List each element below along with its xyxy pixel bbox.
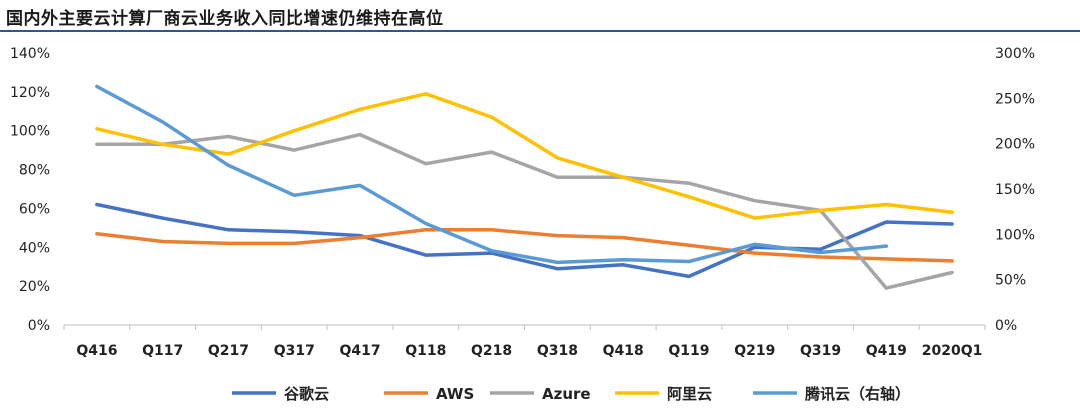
y-right-tick-label: 50%: [995, 273, 1026, 289]
series-line-2: [95, 132, 954, 290]
x-tick-label: Q417: [339, 343, 380, 359]
y-right-tick-label: 300%: [995, 46, 1035, 62]
y-left-tick-label: 20%: [19, 279, 50, 295]
y-left-tick-label: 60%: [19, 201, 50, 217]
legend-label: 阿里云: [667, 385, 712, 403]
x-tick-label: Q416: [76, 343, 117, 359]
legend-label: 腾讯云（右轴）: [804, 385, 910, 403]
legend-label: Azure: [542, 385, 591, 403]
y-right-tick-label: 250%: [995, 91, 1035, 107]
legend: 谷歌云 AWS Azure 阿里云 腾讯云（右轴）: [232, 385, 910, 403]
x-tick-label: Q419: [866, 343, 907, 359]
y-left-tick-label: 80%: [19, 163, 50, 179]
x-tick-label: Q119: [668, 343, 709, 359]
legend-label: 谷歌云: [284, 385, 329, 403]
x-tick-label: Q218: [471, 343, 512, 359]
x-tick-label: Q217: [208, 343, 249, 359]
y-right-tick-label: 150%: [995, 182, 1035, 198]
title-underline: [0, 30, 1080, 32]
y-left-tick-label: 100%: [10, 124, 50, 140]
axes: Q416 Q117 Q217 Q317 Q417 Q118 Q218 Q318 Q418 Q119…: [10, 46, 1035, 359]
series-line-3: [95, 92, 954, 220]
y-left-tick-label: 140%: [10, 46, 50, 62]
series-line-0: [95, 202, 954, 279]
legend-label: AWS: [436, 385, 474, 403]
y-right-tick-label: 0%: [995, 318, 1017, 334]
y-left-tick-label: 40%: [19, 240, 50, 256]
y-left-tick-label: 0%: [28, 318, 50, 334]
x-tick-label: Q219: [734, 343, 775, 359]
series-layer: [95, 84, 954, 290]
chart-title: 国内外主要云计算厂商云业务收入同比增速仍维持在高位: [6, 9, 444, 29]
y-right-tick-label: 100%: [995, 227, 1035, 243]
x-tick-label: Q318: [537, 343, 578, 359]
y-left-tick-label: 120%: [10, 85, 50, 101]
x-tick-label: Q418: [603, 343, 644, 359]
x-tick-label: 2020Q1: [922, 343, 983, 359]
x-tick-label: Q117: [142, 343, 183, 359]
x-tick-label: Q319: [800, 343, 841, 359]
x-tick-label: Q317: [274, 343, 315, 359]
x-tick-label: Q118: [405, 343, 446, 359]
series-line-1: [95, 228, 954, 263]
y-right-tick-label: 200%: [995, 137, 1035, 153]
series-line-4: [95, 84, 889, 265]
